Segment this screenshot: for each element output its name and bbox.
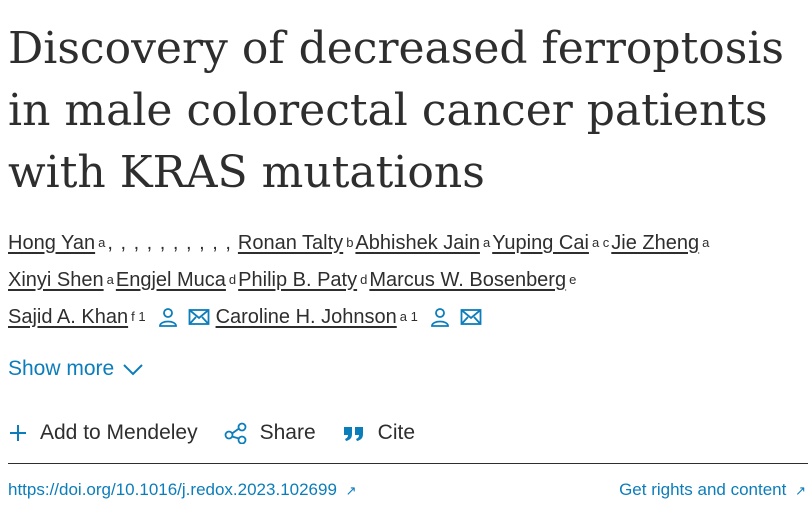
author-link[interactable]: Philip B. Paty: [238, 268, 358, 291]
author-line-3: Sajid A. Khan f 1 Caroline H. Johnson a …: [8, 298, 808, 335]
author-link[interactable]: Sajid A. Khan: [8, 305, 129, 328]
article-actions: Add to Mendeley Share Cite: [8, 417, 441, 449]
chevron-down-icon: [123, 364, 143, 376]
show-more-button[interactable]: Show more: [8, 357, 144, 381]
author-link[interactable]: Hong Yan: [8, 231, 96, 254]
author-link[interactable]: Engjel Muca: [115, 268, 226, 291]
doi-link[interactable]: https://doi.org/10.1016/j.redox.2023.102…: [8, 480, 357, 500]
author-separators: , , , , , , , , , ,: [107, 231, 232, 254]
article-title: Discovery of decreased ferroptosis in ma…: [8, 23, 784, 198]
add-to-mendeley-button[interactable]: Add to Mendeley: [8, 421, 198, 445]
mendeley-label: Add to Mendeley: [40, 421, 198, 444]
person-icon[interactable]: [158, 307, 178, 327]
author-link[interactable]: Jie Zheng: [611, 231, 700, 254]
share-label: Share: [259, 421, 316, 444]
envelope-icon[interactable]: [460, 308, 482, 326]
plus-icon: [10, 425, 26, 441]
doi-text: https://doi.org/10.1016/j.redox.2023.102…: [8, 480, 337, 499]
share-button[interactable]: Share: [224, 421, 316, 445]
author-link[interactable]: Marcus W. Bosenberg: [369, 268, 567, 291]
author-list: Hong Yan a , , , , , , , , , , Ronan Tal…: [8, 224, 808, 335]
author-link[interactable]: Caroline H. Johnson: [215, 305, 397, 328]
divider: [8, 463, 808, 464]
rights-text: Get rights and content: [619, 480, 787, 499]
author-link[interactable]: Ronan Talty: [237, 231, 344, 254]
quote-icon: [343, 427, 363, 441]
cite-label: Cite: [377, 421, 416, 444]
envelope-icon[interactable]: [188, 308, 210, 326]
cite-button[interactable]: Cite: [342, 421, 415, 445]
author-line-1: Hong Yan a , , , , , , , , , , Ronan Tal…: [8, 224, 808, 261]
external-link-icon: ↗: [345, 483, 357, 498]
get-rights-link[interactable]: Get rights and content ↗: [619, 480, 806, 500]
author-line-2: Xinyi Shen a Engjel Muca d Philip B. Pat…: [8, 261, 808, 298]
author-link[interactable]: Yuping Cai: [492, 231, 589, 254]
share-icon: [224, 422, 247, 444]
person-icon[interactable]: [430, 307, 450, 327]
show-more-label: Show more: [8, 357, 115, 380]
author-link[interactable]: Xinyi Shen: [8, 268, 104, 291]
author-link[interactable]: Abhishek Jain: [355, 231, 480, 254]
external-link-icon: ↗: [795, 483, 806, 498]
